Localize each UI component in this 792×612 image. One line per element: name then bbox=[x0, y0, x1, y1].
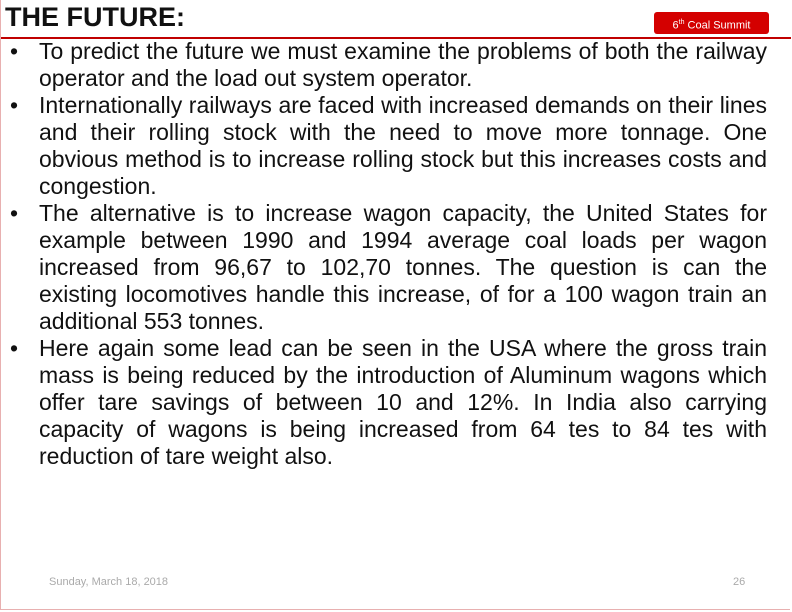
badge-number: 6 bbox=[672, 19, 679, 32]
bullet: The alternative is to increase wagon cap… bbox=[10, 200, 767, 335]
slide-title: THE FUTURE: bbox=[5, 2, 185, 32]
badge-text: Coal Summit bbox=[687, 19, 751, 32]
page-number: 26 bbox=[733, 576, 746, 588]
badge-suffix: th bbox=[678, 19, 685, 26]
bullet-list: To predict the future we must examine th… bbox=[10, 38, 767, 470]
bullet: Internationally railways are faced with … bbox=[10, 92, 767, 200]
footer-date: Sunday, March 18, 2018 bbox=[49, 576, 169, 588]
bullet: To predict the future we must examine th… bbox=[10, 38, 767, 92]
bullet: Here again some lead can be seen in the … bbox=[10, 335, 767, 470]
badge: 6th Coal Summit bbox=[654, 12, 769, 34]
